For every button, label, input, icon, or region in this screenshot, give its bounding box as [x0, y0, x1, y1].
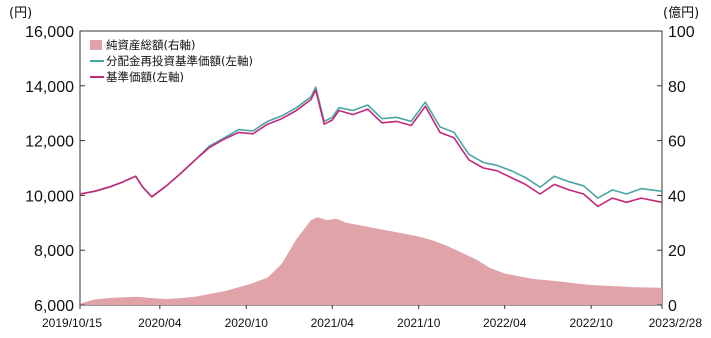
legend: 純資産総額(右軸) 分配金再投資基準価額(左軸) 基準価額(左軸) — [90, 38, 253, 84]
right-tick-label: 20 — [668, 243, 686, 260]
left-axis-ticks: 6,000 8,000 10,000 12,000 14,000 16,000 — [25, 24, 85, 315]
legend-label-nav: 基準価額(左軸) — [106, 70, 184, 84]
net-assets-area-layer — [80, 217, 662, 305]
right-tick-label: 100 — [668, 24, 695, 41]
legend-swatch-net-assets — [90, 40, 102, 50]
nav-line — [79, 89, 663, 208]
right-axis-unit: (億円) — [663, 5, 699, 21]
right-tick-label: 0 — [668, 298, 677, 315]
x-tick-label: 2020/04 — [138, 316, 182, 330]
left-tick-label: 10,000 — [25, 188, 74, 205]
right-tick-label: 40 — [668, 188, 686, 205]
left-axis-unit: (円) — [9, 6, 32, 21]
legend-label-net-assets: 純資産総額(右軸) — [106, 38, 195, 52]
x-tick-label: 2019/10/15 — [42, 316, 102, 330]
right-tick-label: 60 — [668, 134, 686, 151]
price-lines-layer — [79, 86, 663, 208]
left-tick-label: 6,000 — [34, 298, 74, 315]
left-tick-label: 16,000 — [25, 24, 74, 41]
x-tick-label: 2020/10 — [225, 316, 269, 330]
right-axis-ticks: 0 20 40 60 80 100 — [657, 24, 695, 315]
x-axis-ticks: 2019/10/15 2020/04 2020/10 2021/04 2021/10 20… — [42, 305, 702, 330]
nav-reinvested-line — [79, 86, 663, 199]
right-tick-label: 80 — [668, 79, 686, 96]
left-tick-label: 8,000 — [34, 243, 74, 260]
x-tick-label: 2022/04 — [483, 316, 527, 330]
x-tick-label: 2021/04 — [311, 316, 355, 330]
left-tick-label: 14,000 — [25, 79, 74, 96]
left-tick-label: 12,000 — [25, 134, 74, 151]
x-tick-label: 2023/2/28 — [649, 316, 703, 330]
x-tick-label: 2021/10 — [397, 316, 441, 330]
x-tick-label: 2022/10 — [569, 316, 613, 330]
net-assets-area — [80, 217, 662, 305]
legend-label-nav-reinvested: 分配金再投資基準価額(左軸) — [106, 54, 253, 68]
